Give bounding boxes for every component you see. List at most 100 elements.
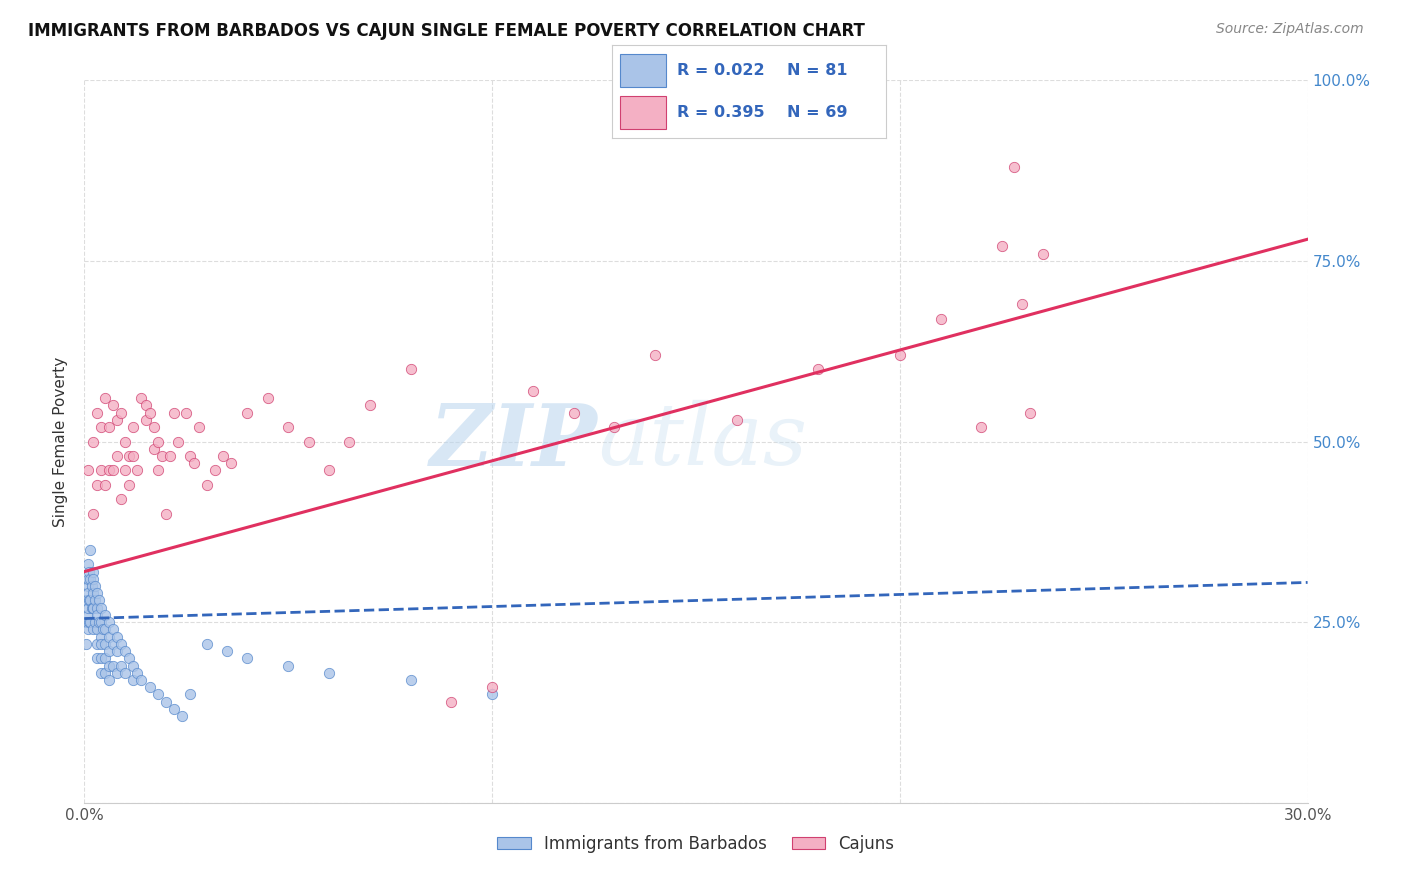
Point: [77, 623, 100, 637]
Point: [127, 463, 149, 477]
Point: [114, 434, 136, 449]
Point: [93, 607, 115, 622]
Point: [77, 600, 100, 615]
Point: [101, 637, 124, 651]
Point: [114, 463, 136, 477]
Point: [76, 607, 98, 622]
Point: [82, 565, 104, 579]
Text: R = 0.395: R = 0.395: [678, 105, 765, 120]
Point: [82, 586, 104, 600]
Point: [77, 586, 100, 600]
Point: [277, 420, 299, 434]
Y-axis label: Single Female Poverty: Single Female Poverty: [53, 357, 69, 526]
Point: [150, 449, 173, 463]
Point: [889, 348, 911, 362]
Point: [217, 644, 239, 658]
Point: [159, 449, 181, 463]
Point: [179, 687, 201, 701]
Point: [87, 615, 110, 630]
Point: [105, 449, 128, 463]
Point: [1002, 160, 1025, 174]
Point: [97, 463, 120, 477]
Point: [163, 702, 186, 716]
Point: [970, 420, 993, 434]
Point: [82, 572, 104, 586]
Point: [90, 630, 112, 644]
Point: [86, 600, 108, 615]
Point: [93, 623, 115, 637]
Point: [399, 673, 422, 687]
Point: [122, 420, 145, 434]
Point: [86, 651, 108, 665]
Point: [991, 239, 1014, 253]
Point: [86, 623, 108, 637]
Point: [135, 398, 157, 412]
Point: [82, 434, 104, 449]
Point: [118, 449, 141, 463]
Point: [212, 449, 235, 463]
Point: [75, 637, 97, 651]
Point: [725, 413, 748, 427]
Point: [399, 362, 422, 376]
Point: [929, 311, 952, 326]
Point: [77, 572, 100, 586]
Point: [481, 680, 503, 694]
Point: [105, 644, 128, 658]
Point: [77, 463, 100, 477]
Point: [93, 478, 115, 492]
Point: [603, 420, 626, 434]
Point: [101, 623, 124, 637]
Point: [172, 709, 194, 723]
Point: [93, 391, 115, 405]
Point: [142, 442, 165, 456]
Point: [257, 391, 280, 405]
Point: [79, 572, 101, 586]
Text: atlas: atlas: [598, 401, 807, 483]
Point: [86, 406, 108, 420]
Point: [105, 665, 128, 680]
Point: [93, 665, 115, 680]
Point: [90, 600, 112, 615]
Point: [80, 579, 103, 593]
Point: [644, 348, 666, 362]
Point: [97, 673, 120, 687]
Point: [77, 615, 100, 630]
Legend: Immigrants from Barbados, Cajuns: Immigrants from Barbados, Cajuns: [491, 828, 901, 860]
Point: [1019, 406, 1042, 420]
Point: [562, 406, 585, 420]
Point: [97, 658, 120, 673]
Point: [97, 420, 120, 434]
Point: [87, 593, 110, 607]
Point: [122, 673, 145, 687]
Point: [86, 637, 108, 651]
Point: [75, 615, 97, 630]
Point: [114, 665, 136, 680]
Point: [83, 579, 105, 593]
Point: [79, 593, 101, 607]
Point: [359, 398, 381, 412]
Point: [97, 644, 120, 658]
Point: [82, 623, 104, 637]
Point: [131, 673, 153, 687]
Point: [79, 542, 101, 557]
Point: [174, 406, 197, 420]
Point: [82, 507, 104, 521]
Point: [86, 478, 108, 492]
Point: [122, 658, 145, 673]
Point: [105, 413, 128, 427]
Point: [481, 687, 503, 701]
Point: [135, 413, 157, 427]
Point: [122, 449, 145, 463]
Point: [195, 637, 218, 651]
Point: [97, 615, 120, 630]
Point: [114, 644, 136, 658]
Point: [90, 463, 112, 477]
Point: [187, 420, 209, 434]
Point: [90, 637, 112, 651]
Text: Source: ZipAtlas.com: Source: ZipAtlas.com: [1216, 22, 1364, 37]
Point: [90, 615, 112, 630]
FancyBboxPatch shape: [620, 54, 666, 87]
Point: [163, 406, 186, 420]
Point: [110, 492, 132, 507]
Point: [318, 463, 340, 477]
